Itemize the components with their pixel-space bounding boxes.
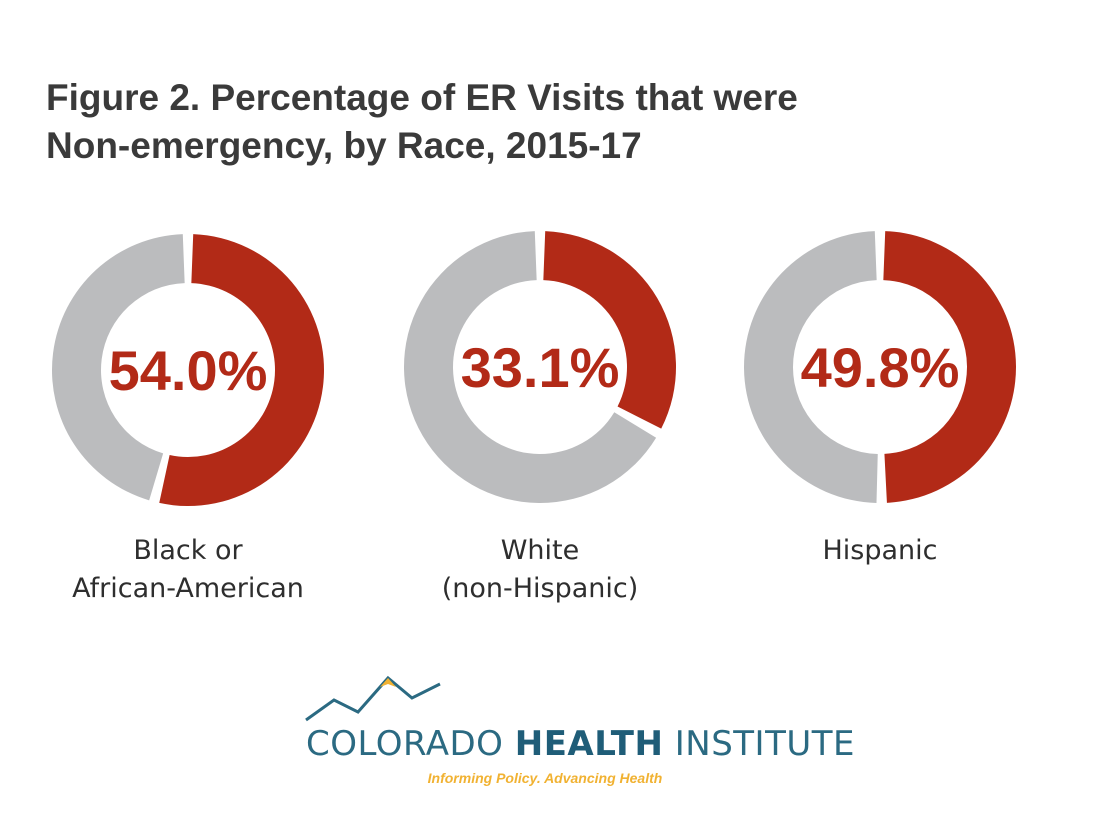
category-label-white-non-hispanic: White (non-Hispanic) — [390, 532, 690, 608]
logo-name-part: COLORADO — [306, 724, 515, 764]
donut-slice-highlight — [543, 231, 676, 429]
category-label-line: Hispanic — [822, 535, 938, 566]
logo-name-bold: HEALTH — [514, 724, 664, 764]
category-label-line: White — [500, 535, 580, 566]
chart-title: Figure 2. Percentage of ER Visits that w… — [46, 74, 1046, 170]
donut-slice-remainder — [744, 231, 878, 503]
category-label-line: (non-Hispanic) — [441, 573, 639, 604]
colorado-health-institute-logo: COLORADO HEALTH INSTITUTE Informing Poli… — [300, 672, 855, 786]
donut-slice-highlight — [883, 231, 1016, 503]
donut-slice-remainder — [51, 234, 185, 501]
category-label-hispanic: Hispanic — [730, 532, 1030, 570]
donut-slice-highlight — [159, 234, 325, 507]
donut-value-label: 49.8% — [801, 336, 960, 399]
mountain-logo-icon — [305, 675, 441, 722]
category-label-line: Black or — [133, 535, 243, 566]
logo-tagline: Informing Policy. Advancing Health — [427, 770, 663, 786]
donut-value-label: 54.0% — [109, 339, 268, 402]
donut-slice-remainder — [403, 231, 657, 503]
logo-name-part: INSTITUTE — [663, 724, 855, 764]
chart-title-line-1: Figure 2. Percentage of ER Visits that w… — [46, 77, 798, 118]
category-label-line: African-American — [72, 573, 304, 604]
chart-title-line-2: Non-emergency, by Race, 2015-17 — [46, 125, 642, 166]
logo-wordmark: COLORADO HEALTH INSTITUTE — [306, 724, 855, 764]
donut-value-label: 33.1% — [461, 336, 620, 399]
category-label-black-african-american: Black or African-American — [38, 532, 338, 608]
